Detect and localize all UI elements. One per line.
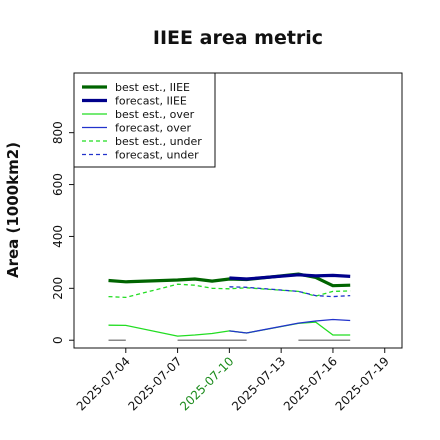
x-tick-label: 2025-07-13 bbox=[229, 354, 288, 413]
y-tick-label: 0 bbox=[51, 336, 65, 344]
x-tick-label: 2025-07-04 bbox=[74, 354, 133, 413]
y-tick-label: 800 bbox=[51, 121, 65, 144]
legend-label: best est., under bbox=[115, 135, 202, 148]
x-tick-label: 2025-07-19 bbox=[333, 354, 392, 413]
y-tick-label: 400 bbox=[51, 225, 65, 248]
legend-label: best est., over bbox=[115, 108, 195, 121]
series-line-3 bbox=[229, 318, 351, 334]
chart-title: IIEE area metric bbox=[153, 27, 323, 49]
legend-label: best est., IIEE bbox=[115, 81, 190, 94]
legend-label: forecast, over bbox=[115, 122, 191, 135]
x-tick-label: 2025-07-16 bbox=[281, 354, 340, 413]
series-line-1 bbox=[229, 273, 351, 281]
y-axis-label: Area (1000km2) bbox=[4, 142, 22, 278]
y-tick-label: 200 bbox=[51, 277, 65, 300]
plot-area bbox=[73, 72, 403, 349]
legend-label: forecast, under bbox=[115, 149, 199, 162]
series-line-4 bbox=[108, 283, 351, 299]
series-line-2 bbox=[108, 321, 351, 337]
x-tick-label: 2025-07-07 bbox=[125, 354, 184, 413]
x-tick-label: 2025-07-10 bbox=[177, 354, 236, 413]
y-ticks: 0 200 400 600 800 bbox=[51, 121, 74, 344]
legend-label: forecast, IIEE bbox=[115, 95, 187, 108]
series-line-5 bbox=[229, 286, 351, 298]
legend-box bbox=[73, 72, 216, 168]
series-lines bbox=[108, 272, 351, 337]
x-ticks: 2025-07-042025-07-072025-07-102025-07-13… bbox=[74, 348, 392, 413]
y-tick-label: 600 bbox=[51, 173, 65, 196]
